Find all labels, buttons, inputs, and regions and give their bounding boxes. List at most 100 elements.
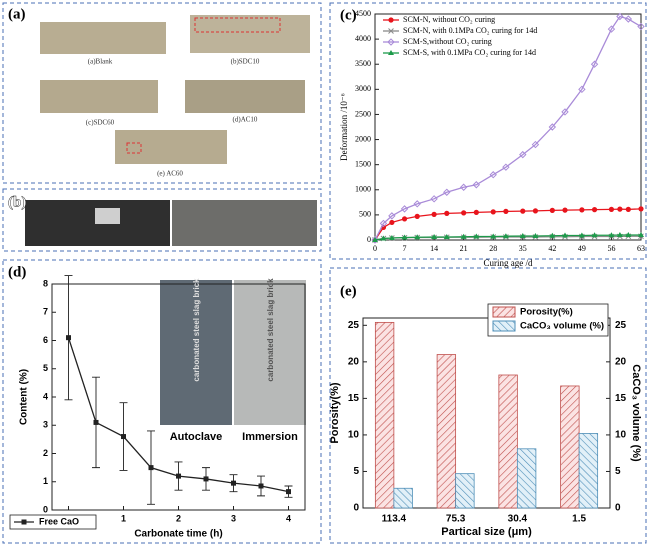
y-axis-label: Content (%)	[19, 369, 30, 425]
marker	[617, 207, 622, 212]
y2-tick-label: 15	[615, 393, 627, 404]
x-tick-label: 3	[231, 513, 236, 523]
photo-detail	[95, 208, 120, 224]
marker	[94, 420, 99, 425]
x-tick-label: 30.4	[508, 514, 528, 525]
marker	[474, 210, 479, 215]
y2-tick-label: 10	[615, 430, 627, 441]
y2-tick-label: 5	[615, 466, 621, 477]
marker	[592, 207, 597, 212]
photo	[172, 200, 317, 246]
legend-label: CaCO₃ volume (%)	[520, 321, 604, 332]
x-tick-label: 14	[430, 244, 438, 253]
panel-label: (b)	[8, 194, 26, 210]
marker	[66, 335, 71, 340]
y-tick-label: 3500	[355, 59, 371, 68]
x-tick-label: 42	[548, 244, 556, 253]
chart: (e)05101520250510152025Partical size (μm…	[329, 283, 642, 537]
legend-label: SCM-S,without CO₂ curing	[403, 37, 492, 46]
y-tick-label: 5	[43, 363, 48, 373]
legend-label: Free CaO	[39, 516, 79, 526]
x-axis-label: Partical size (μm)	[441, 526, 532, 538]
x-axis-label: Carbonate time (h)	[134, 529, 222, 540]
photo-group: (b)	[8, 194, 317, 246]
y-tick-label: 1500	[355, 159, 371, 168]
marker	[638, 206, 643, 211]
panel-label: (d)	[8, 264, 26, 280]
marker	[461, 210, 466, 215]
legend-label: SCM-N, with 0.1MPa CO₂ curing for 14d	[403, 26, 537, 35]
y-tick-label: 8	[43, 278, 48, 288]
x-tick-label: 1	[121, 513, 126, 523]
x-tick-label: 75.3	[446, 514, 466, 525]
x-tick-label: 56	[607, 244, 615, 253]
marker	[579, 207, 584, 212]
legend-swatch	[493, 321, 515, 331]
marker	[432, 212, 437, 217]
marker	[444, 211, 449, 216]
marker	[520, 209, 525, 214]
y-tick-label: 2000	[355, 134, 371, 143]
y-tick-label: 4	[43, 391, 48, 401]
bar	[394, 488, 413, 508]
bar	[437, 355, 456, 508]
bar	[375, 322, 394, 508]
marker	[259, 483, 264, 488]
photo-caption: (e) AC60	[157, 170, 183, 178]
x-tick-label: 63	[637, 244, 645, 253]
inset	[160, 280, 306, 425]
marker	[121, 434, 126, 439]
marker	[388, 17, 393, 22]
y-tick-label: 4000	[355, 34, 371, 43]
y-tick-label: 500	[359, 210, 371, 219]
y2-tick-label: 20	[615, 356, 627, 367]
marker	[609, 207, 614, 212]
y-tick-label: 3	[43, 420, 48, 430]
y-tick-label: 1	[43, 476, 48, 486]
marker	[22, 520, 27, 525]
inset-label: Immersion	[242, 431, 298, 443]
marker	[176, 474, 181, 479]
x-tick-label: 0	[373, 244, 377, 253]
bar	[517, 449, 536, 508]
panel-label: (e)	[340, 283, 357, 299]
x-tick-label: 21	[460, 244, 468, 253]
photo	[40, 80, 158, 113]
marker	[550, 208, 555, 213]
inset-text: carbonated steel slag brick	[266, 278, 275, 382]
photo-group: (a) (a)Blank (b)SDC10 (c)SDC60 (d)AC10 (…	[8, 6, 310, 177]
chart: (c)0500100015002000250030003500400045000…	[339, 7, 645, 268]
x-tick-label: 35	[519, 244, 527, 253]
x-tick-label: 1.5	[572, 514, 586, 525]
photo	[40, 22, 166, 54]
y-tick-label: 25	[348, 320, 360, 331]
photo	[185, 80, 305, 113]
y-tick-label: 4500	[355, 9, 371, 18]
marker	[389, 220, 394, 225]
marker	[626, 207, 631, 212]
marker	[562, 208, 567, 213]
y-tick-label: 7	[43, 307, 48, 317]
y-axis-label: Porosity(%)	[329, 382, 341, 443]
bar	[561, 386, 580, 508]
marker	[415, 214, 420, 219]
marker	[533, 208, 538, 213]
y-tick-label: 0	[367, 235, 371, 244]
x-tick-label: 113.4	[382, 514, 407, 525]
legend-label: Porosity(%)	[520, 307, 573, 318]
photo	[190, 15, 310, 53]
legend-label: SCM-S, with 0.1MPa CO₂ curing for 14d	[403, 48, 536, 57]
photo-caption: (a)Blank	[88, 58, 113, 66]
legend-swatch	[493, 307, 515, 317]
x-tick-label: 28	[489, 244, 497, 253]
y2-axis-label: CaCO₃ volume (%)	[630, 364, 642, 462]
bar	[456, 474, 475, 508]
x-tick-label: 7	[403, 244, 407, 253]
y-tick-label: 0	[353, 503, 359, 514]
y-tick-label: 20	[348, 356, 360, 367]
panel-label: (a)	[8, 6, 26, 22]
y-tick-label: 5	[353, 466, 359, 477]
photo	[115, 130, 227, 164]
y-axis-label: Deformation /10⁻⁶	[339, 93, 349, 161]
inset-label: Autoclave	[170, 431, 223, 443]
